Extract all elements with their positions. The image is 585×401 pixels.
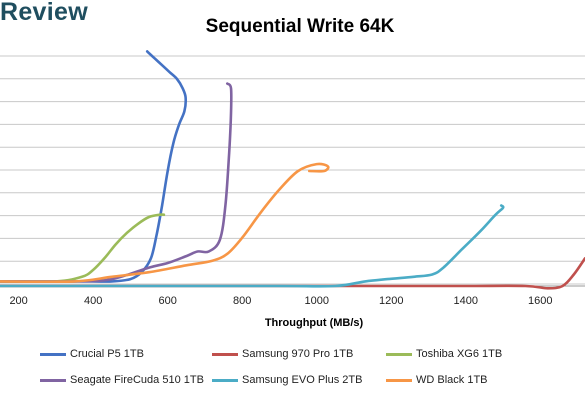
legend-item: WD Black 1TB bbox=[386, 374, 488, 386]
legend-item: Samsung EVO Plus 2TB bbox=[212, 374, 362, 386]
x-tick-label: 1200 bbox=[379, 295, 403, 307]
x-tick-label: 1400 bbox=[454, 295, 478, 307]
series-line-wd-black-1tb bbox=[0, 162, 330, 284]
chart-title: Sequential Write 64K bbox=[205, 16, 395, 37]
series-line-toshiba-xg6-1tb bbox=[0, 213, 166, 284]
legend-swatch bbox=[386, 352, 412, 356]
x-axis-label: Throughput (MB/s) bbox=[265, 317, 364, 329]
brand-logo: Review bbox=[0, 0, 88, 26]
chart-legend: Crucial P5 1TB Samsung 970 Pro 1TB Toshiba… bbox=[0, 344, 585, 394]
x-tick-label: 600 bbox=[158, 295, 176, 307]
legend-item: Crucial P5 1TB bbox=[40, 348, 144, 360]
x-tick-label: 1600 bbox=[528, 295, 552, 307]
legend-swatch bbox=[386, 378, 412, 382]
series-line-seagate-firecuda-510-1tb bbox=[0, 82, 233, 283]
legend-item: Seagate FireCuda 510 1TB bbox=[40, 374, 204, 386]
legend-label: WD Black 1TB bbox=[416, 374, 488, 386]
legend-label: Toshiba XG6 1TB bbox=[416, 348, 503, 360]
x-tick-label: 400 bbox=[84, 295, 102, 307]
series-line-samsung-evo-plus-2tb bbox=[0, 204, 505, 288]
legend-item: Toshiba XG6 1TB bbox=[386, 348, 502, 360]
legend-swatch bbox=[40, 352, 66, 356]
legend-swatch bbox=[212, 352, 238, 356]
series-line-crucial-p5-1tb bbox=[0, 50, 188, 283]
legend-swatch bbox=[40, 378, 66, 382]
x-tick-label: 800 bbox=[233, 295, 251, 307]
legend-label: Seagate FireCuda 510 1TB bbox=[70, 374, 204, 386]
legend-label: Crucial P5 1TB bbox=[70, 348, 144, 360]
x-tick-label: 200 bbox=[9, 295, 27, 307]
legend-swatch bbox=[212, 378, 238, 382]
x-tick-label: 1000 bbox=[304, 295, 328, 307]
legend-item: Samsung 970 Pro 1TB bbox=[212, 348, 353, 360]
legend-label: Samsung 970 Pro 1TB bbox=[242, 348, 354, 360]
legend-label: Samsung EVO Plus 2TB bbox=[242, 374, 363, 386]
